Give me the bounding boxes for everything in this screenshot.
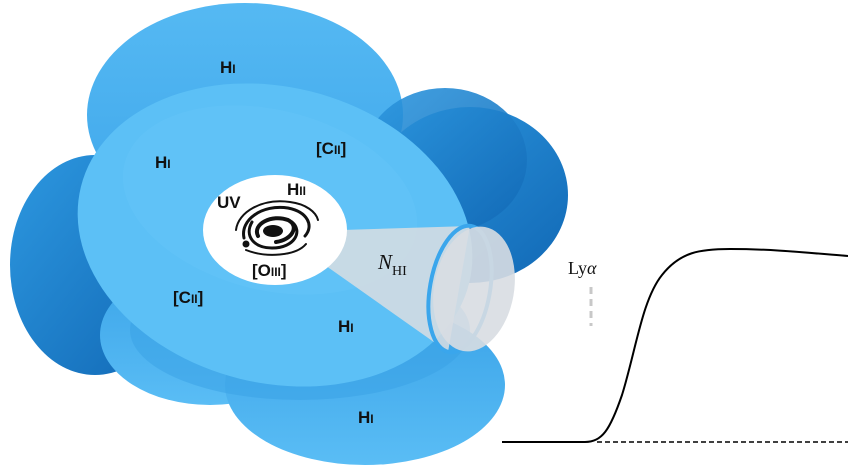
cii-label-bottom: [CII] — [173, 288, 203, 307]
ionized-region — [203, 175, 347, 285]
galaxy-icon — [235, 200, 319, 256]
cii-label-top: [CII] — [316, 139, 346, 158]
lyman-alpha-label: Lyα — [568, 258, 597, 278]
hi-label-top: HI — [220, 58, 236, 77]
hi-label-bottom: HI — [358, 408, 374, 427]
hii-label: HII — [287, 180, 306, 199]
absorption-profile-curve — [502, 247, 848, 443]
hi-label-left: HI — [155, 153, 171, 172]
column-density-label: NHI — [377, 250, 407, 279]
spectrum-plot — [502, 247, 848, 443]
hi-label-center-right: HI — [338, 317, 354, 336]
region-labels: HI HI [CII] UV HII [OIII] [CII] HI HI — [155, 58, 374, 427]
uv-label: UV — [217, 193, 241, 212]
cone-cap — [433, 226, 515, 352]
oiii-label: [OIII] — [252, 261, 287, 280]
